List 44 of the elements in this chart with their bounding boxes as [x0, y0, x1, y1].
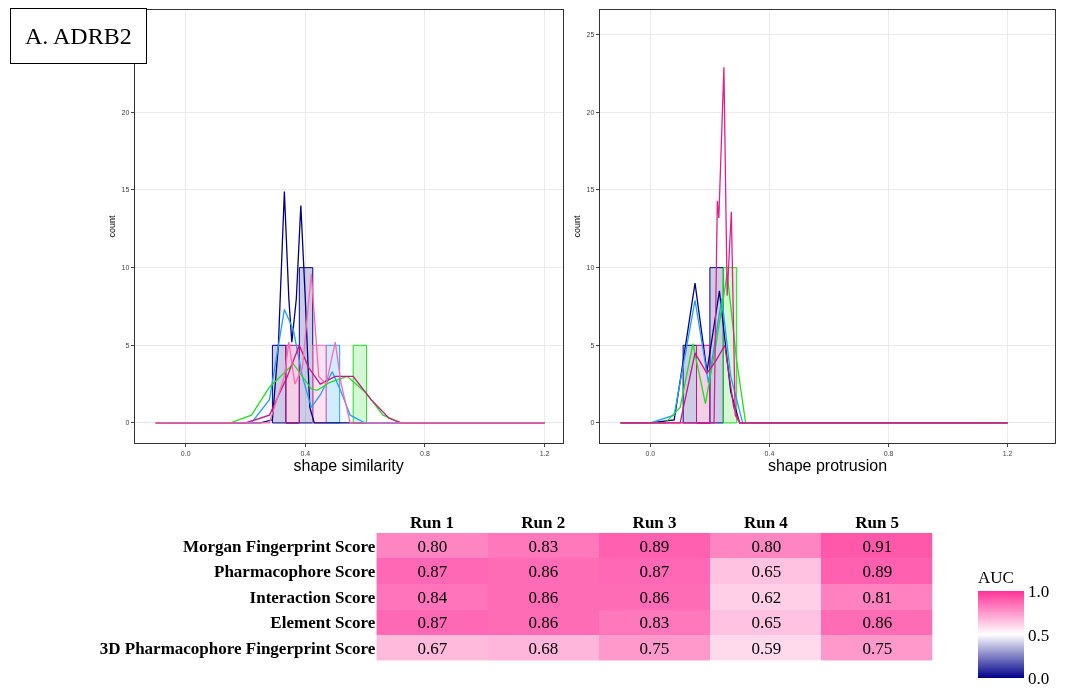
data-label: 0.87 — [639, 561, 670, 581]
data-label: 0.80 — [751, 536, 782, 556]
x-tick-label: Run 1 — [410, 513, 454, 533]
y-tick-label: 3D Pharmacophore Fingerprint Score — [99, 638, 376, 658]
data-label: 0.67 — [417, 638, 448, 658]
data-label: 0.83 — [639, 612, 670, 632]
x-tick-label: Run 5 — [855, 513, 900, 533]
x-tick-label: Run 3 — [632, 513, 677, 533]
data-label: 0.86 — [528, 587, 559, 607]
y-tick-label: Element Score — [270, 613, 376, 633]
x-tick-label: Run 4 — [743, 513, 789, 533]
data-label: 0.59 — [751, 638, 782, 658]
data-label: 0.65 — [751, 561, 782, 581]
color-bar-title: AUC — [977, 567, 1014, 587]
data-label: 0.75 — [862, 638, 893, 658]
y-tick-label: Pharmacophore Score — [214, 562, 376, 582]
data-label: 0.81 — [862, 587, 893, 607]
color-bar-label: 1.0 — [1027, 582, 1050, 602]
data-label: 0.89 — [862, 561, 893, 581]
x-tick-label: Run 2 — [521, 513, 566, 533]
data-label: 0.86 — [528, 612, 559, 632]
y-tick-label: Interaction Score — [249, 587, 376, 607]
y-axis-title: count — [106, 214, 117, 238]
data-label: 0.86 — [528, 561, 559, 581]
data-label: 0.84 — [417, 587, 448, 607]
x-axis-title: shape protrusion — [767, 456, 888, 474]
data-label: 0.86 — [639, 587, 670, 607]
data-label: 0.83 — [528, 536, 559, 556]
color-bar-label: 0.0 — [1027, 669, 1050, 689]
data-label: 0.75 — [639, 638, 670, 658]
data-label: 0.62 — [751, 587, 782, 607]
data-label: 0.86 — [862, 612, 893, 632]
data-label: 0.87 — [417, 561, 448, 581]
data-label: 0.65 — [751, 612, 782, 632]
data-label: 0.91 — [862, 536, 893, 556]
color-bar-label: 0.5 — [1027, 625, 1050, 645]
data-label: 0.68 — [528, 638, 559, 658]
y-axis-title: count — [571, 214, 582, 238]
text: A. ADRB2 — [25, 23, 132, 49]
y-tick-label: Morgan Fingerprint Score — [183, 536, 376, 556]
data-label: 0.89 — [639, 536, 670, 556]
data-label: 0.87 — [417, 612, 448, 632]
data-label: 0.80 — [417, 536, 448, 556]
x-axis-title: shape similarity — [293, 456, 404, 474]
